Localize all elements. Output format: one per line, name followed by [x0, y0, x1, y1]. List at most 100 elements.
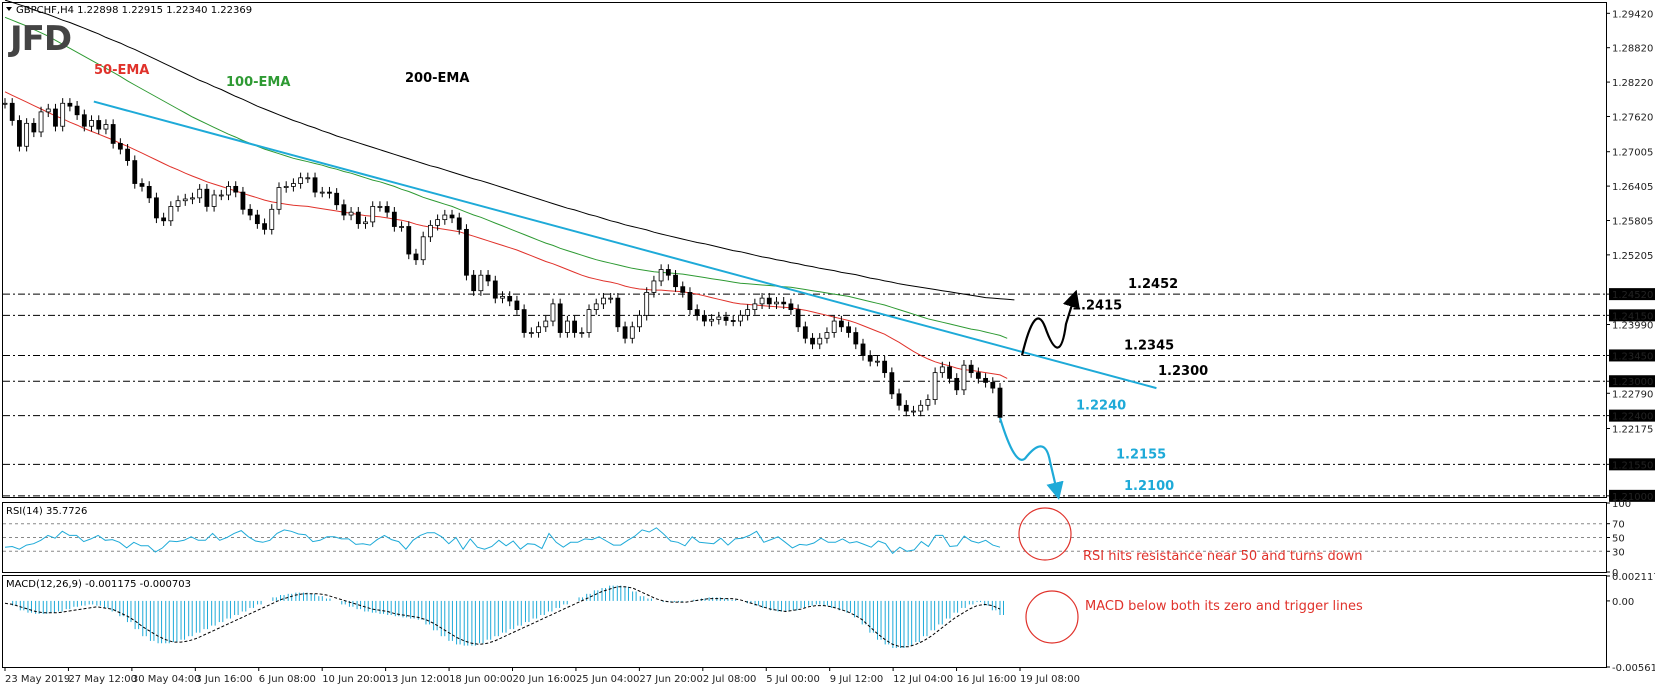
- price-candle: [154, 197, 159, 219]
- price-candle: [283, 185, 289, 188]
- price-candle: [795, 309, 801, 328]
- price-candle: [536, 326, 541, 333]
- price-candle: [254, 214, 260, 225]
- price-candle: [788, 303, 794, 311]
- x-tick-label: 2 Jul 08:00: [703, 674, 757, 685]
- x-tick-label: 23 May 2019: [5, 674, 70, 685]
- ema100-line: [4, 16, 1008, 339]
- macd-signal-line: [4, 586, 1001, 648]
- price-candle: [723, 316, 729, 321]
- price-candle: [132, 160, 138, 184]
- price-candle: [543, 320, 549, 328]
- price-candle: [391, 211, 397, 227]
- price-candle: [838, 320, 844, 328]
- price-candle: [507, 296, 513, 302]
- price-candle: [875, 360, 880, 363]
- price-candle: [312, 177, 318, 193]
- ema-legend-label: 100-EMA: [226, 75, 290, 90]
- price-candle: [867, 355, 873, 362]
- price-candle: [406, 226, 412, 255]
- forecast-arrows: [998, 289, 1080, 500]
- price-panel-header: GBPCHF,H4 1.22898 1.22915 1.22340 1.2236…: [16, 5, 252, 16]
- x-tick-label: 30 May 04:00: [132, 674, 201, 685]
- y-tick-label: 70: [1612, 520, 1625, 531]
- y-tick-label: 1.27005: [1612, 148, 1653, 159]
- price-candle: [802, 326, 808, 339]
- price-candle: [824, 332, 830, 339]
- price-panel-frame: [2, 2, 1607, 498]
- y-tick-label: 1.23990: [1612, 321, 1653, 332]
- y-tick-label: 0.00: [1612, 597, 1634, 608]
- y-tick-label: 100: [1612, 499, 1631, 510]
- price-candle: [738, 314, 743, 322]
- x-tick-label: 16 Jul 16:00: [957, 674, 1017, 685]
- price-candle: [781, 301, 787, 305]
- macd-series: [4, 585, 1004, 648]
- chart-menu-icon[interactable]: [6, 7, 12, 11]
- price-candle: [96, 120, 102, 130]
- price-candle: [384, 206, 390, 213]
- panel-headers: GBPCHF,H4 1.22898 1.22915 1.22340 1.2236…: [6, 5, 252, 590]
- price-candle: [197, 188, 203, 199]
- price-candle: [420, 236, 426, 261]
- price-candle: [103, 124, 109, 130]
- price-candle: [485, 274, 491, 282]
- price-candle: [298, 177, 304, 184]
- trendline-segment: [93, 100, 1157, 390]
- price-candle: [478, 274, 484, 292]
- y-tick-highlight: [1609, 409, 1655, 422]
- ema-lines: [4, 0, 1015, 379]
- x-tick-label: 10 Jun 20:00: [322, 674, 386, 685]
- price-candle: [89, 120, 94, 127]
- y-tick-label: -0.005619: [1612, 663, 1655, 674]
- price-candle: [269, 208, 275, 230]
- x-tick-label: 27 May 12:00: [68, 674, 137, 685]
- price-candle: [658, 269, 664, 282]
- price-candle: [673, 274, 678, 288]
- rsi-series: [3, 523, 1605, 555]
- price-candle: [882, 360, 888, 374]
- y-tick-label: 1.22175: [1612, 425, 1653, 436]
- y-tick-label: 1.28820: [1612, 44, 1653, 55]
- price-candle: [759, 297, 765, 305]
- price-candle: [608, 297, 614, 300]
- price-candle: [291, 183, 296, 187]
- y-tick-label: 1.26405: [1612, 182, 1653, 193]
- y-tick-label: 1.28220: [1612, 78, 1653, 89]
- rsi-highlight-circle: [1018, 507, 1072, 561]
- price-candle: [24, 122, 30, 147]
- price-candle: [45, 108, 51, 113]
- price-candle: [629, 326, 635, 339]
- y-tick-label: 30: [1612, 547, 1625, 558]
- price-candle: [709, 318, 714, 322]
- price-candle: [918, 404, 924, 412]
- price-candle: [240, 191, 246, 210]
- price-candle: [564, 320, 570, 333]
- price-candle: [521, 309, 527, 333]
- price-candle: [997, 387, 1003, 418]
- price-candle: [903, 404, 909, 412]
- price-y-axis: 1.29420 1.28820 1.28220 1.27620 1.27005 1.264…: [1606, 9, 1655, 503]
- price-candle: [464, 228, 469, 276]
- price-candle: [925, 399, 931, 406]
- y-tick-label: 1.21550: [1612, 460, 1653, 471]
- price-candle: [31, 122, 37, 133]
- price-candle: [968, 364, 974, 374]
- bearish-forecast-arrow: [998, 417, 1064, 500]
- price-candle: [319, 191, 325, 194]
- price-candle: [276, 187, 282, 210]
- y-tick-highlight: [1609, 349, 1655, 362]
- price-candle: [190, 197, 195, 200]
- price-candle: [38, 111, 44, 133]
- ema200-line: [4, 0, 1015, 301]
- price-candle: [586, 309, 592, 333]
- price-candle: [442, 214, 448, 221]
- price-candle: [427, 224, 433, 238]
- price-candle: [53, 108, 58, 127]
- price-candle: [831, 320, 837, 333]
- x-tick-label: 6 Jun 08:00: [259, 674, 316, 685]
- price-candle: [182, 198, 188, 202]
- price-candle: [644, 292, 650, 316]
